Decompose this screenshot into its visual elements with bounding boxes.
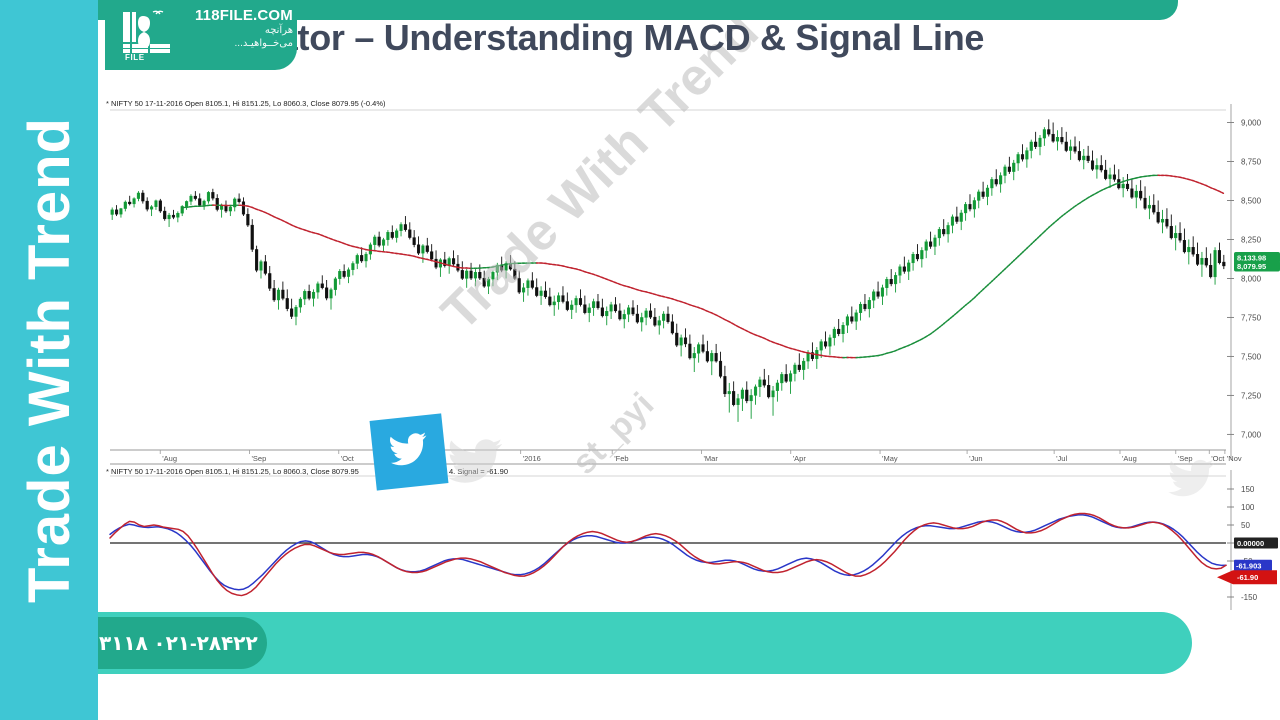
svg-text:7,500: 7,500 <box>1241 352 1262 361</box>
svg-text:8,750: 8,750 <box>1241 157 1262 166</box>
svg-text:8,079.95: 8,079.95 <box>1237 262 1266 271</box>
svg-text:'Aug: 'Aug <box>162 454 177 463</box>
side-brand-bar: Trade With Trend <box>0 0 98 720</box>
twitter-bird-icon <box>390 432 427 466</box>
svg-text:'Aug: 'Aug <box>1122 454 1137 463</box>
logo-tagline-2: می‌خــواهیـد... <box>234 38 293 49</box>
twitter-badge[interactable] <box>369 413 449 491</box>
macd-quote-header: * NIFTY 50 17-11-2016 Open 8105.1, Hi 81… <box>106 467 359 476</box>
price-and-macd-plot: 9,000 8,750 8,500 8,250 8,000 7,750 7,500 7,250… <box>109 104 1280 610</box>
top-accent-bar <box>60 0 1178 20</box>
phone-number: ۰۲۱-۲۸۴۲۲ ۳۱۱۸ <box>99 632 258 655</box>
twitter-bird-icon <box>447 439 503 483</box>
svg-text:0.00000: 0.00000 <box>1237 539 1264 548</box>
price-quote-header: * NIFTY 50 17-11-2016 Open 8105.1, Hi 81… <box>106 99 386 108</box>
svg-text:'Jul: 'Jul <box>1056 454 1067 463</box>
side-brand-text: Trade With Trend <box>16 117 82 603</box>
svg-text:9,000: 9,000 <box>1241 118 1262 127</box>
logo-domain: 118FILE.COM <box>194 7 293 24</box>
svg-text:100: 100 <box>1241 503 1255 512</box>
svg-text:'2016: '2016 <box>523 454 541 463</box>
118file-logo-icon <box>123 10 170 53</box>
svg-text:7,000: 7,000 <box>1241 430 1262 439</box>
svg-text:'May: 'May <box>882 454 898 463</box>
brand-logo: 118FILE.COM هرآنچه می‌خــواهیـد... FILE <box>105 0 297 70</box>
svg-text:'Nov: 'Nov <box>1227 454 1242 463</box>
twitter-bird-icon <box>1168 459 1214 497</box>
logo-text-block: 118FILE.COM هرآنچه می‌خــواهیـد... <box>183 8 293 50</box>
macd-signal-readout: 4. Signal = -61.90 <box>449 467 509 476</box>
svg-text:'Mar: 'Mar <box>703 454 718 463</box>
svg-text:'Jun: 'Jun <box>969 454 983 463</box>
svg-text:-61.903: -61.903 <box>1236 561 1261 570</box>
svg-text:8,500: 8,500 <box>1241 196 1262 205</box>
svg-text:-150: -150 <box>1241 593 1258 602</box>
svg-text:-61.90: -61.90 <box>1237 573 1258 582</box>
svg-text:'Oct: 'Oct <box>1211 454 1225 463</box>
svg-text:'Sep: 'Sep <box>1178 454 1193 463</box>
page-title: ndicator – Understanding MACD & Signal L… <box>205 17 985 58</box>
chart-canvas: * NIFTY 50 17-11-2016 Open 8105.1, Hi 81… <box>98 88 1280 612</box>
svg-text:'Apr: 'Apr <box>793 454 807 463</box>
svg-text:150: 150 <box>1241 485 1255 494</box>
svg-text:8,133.98: 8,133.98 <box>1237 254 1266 263</box>
svg-text:'Oct: 'Oct <box>341 454 355 463</box>
svg-text:50: 50 <box>1241 521 1250 530</box>
svg-text:7,250: 7,250 <box>1241 391 1262 400</box>
svg-text:8,250: 8,250 <box>1241 235 1262 244</box>
svg-text:7,750: 7,750 <box>1241 313 1262 322</box>
svg-text:'Sep: 'Sep <box>252 454 267 463</box>
svg-text:8,000: 8,000 <box>1241 274 1262 283</box>
logo-tagline-1: هرآنچه <box>264 25 293 36</box>
logo-sub-label: FILE <box>125 53 145 62</box>
svg-text:'Feb: 'Feb <box>614 454 628 463</box>
